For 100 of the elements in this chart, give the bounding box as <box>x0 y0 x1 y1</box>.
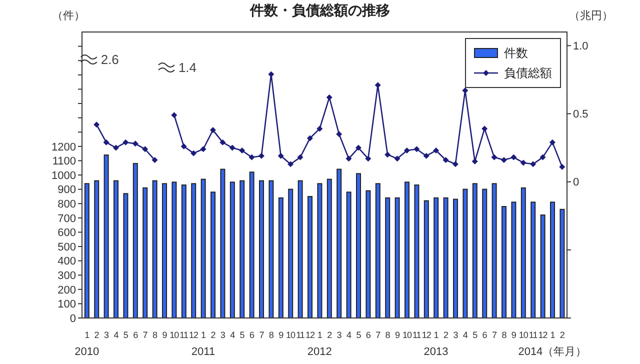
x-tick-label: 8 <box>502 330 507 340</box>
x-tick-label: 12 <box>305 330 315 340</box>
y-tick-label: 1200 <box>52 141 76 154</box>
y2-axis-title: （兆円） <box>569 9 613 23</box>
point <box>200 146 206 152</box>
bar <box>530 202 536 318</box>
y-tick-label: 1100 <box>52 156 76 168</box>
x-tick-label: 3 <box>453 330 458 340</box>
point <box>94 122 100 128</box>
bar <box>375 183 380 318</box>
x-tick-label: 2 <box>327 330 332 340</box>
x-tick-label: 6 <box>366 330 371 340</box>
point <box>336 131 342 138</box>
bar <box>404 182 410 318</box>
bar <box>288 188 294 318</box>
bar <box>220 168 226 318</box>
x-tick-label: 11 <box>296 330 305 340</box>
y-tick-label: 300 <box>58 270 76 282</box>
bar <box>520 187 526 318</box>
x-tick-label: 4 <box>230 330 236 340</box>
x-tick-label: 2 <box>443 330 448 340</box>
bar <box>152 180 158 318</box>
point <box>394 156 400 162</box>
point <box>510 154 517 160</box>
bar <box>84 183 90 318</box>
bar <box>162 183 168 318</box>
bar <box>298 180 303 318</box>
point <box>355 144 362 151</box>
x-tick-label: 10 <box>170 330 180 340</box>
x-tick-label: 1 <box>317 330 322 340</box>
bar <box>424 200 429 318</box>
point <box>112 144 119 151</box>
x-tick-label: 8 <box>268 330 274 340</box>
y-tick-label: 100 <box>58 298 76 311</box>
point <box>404 147 410 154</box>
chart-title: 件数・負債総額の推移 <box>250 2 390 18</box>
bar <box>540 214 546 318</box>
bar <box>278 197 284 318</box>
y-tick-label: 400 <box>58 256 76 268</box>
bar <box>472 183 478 318</box>
y-tick-label: 600 <box>58 227 76 240</box>
bar <box>511 202 516 318</box>
x-tick-label: 5 <box>472 330 478 340</box>
x-tick-label: 10 <box>286 330 296 340</box>
point <box>180 143 187 150</box>
x-tick-label: 10 <box>402 330 412 340</box>
x-tick-label: 9 <box>511 330 516 340</box>
point <box>297 154 304 160</box>
point <box>346 156 352 162</box>
x-tick-label: 5 <box>356 330 362 340</box>
point <box>482 126 488 132</box>
point <box>210 127 216 134</box>
text: 2014（年月） <box>518 346 587 358</box>
bar <box>346 192 352 318</box>
point <box>220 139 226 146</box>
y-tick-label: 200 <box>58 284 76 296</box>
bar <box>123 193 128 318</box>
point <box>152 157 158 164</box>
point <box>540 154 546 160</box>
point <box>103 139 110 146</box>
bar <box>210 192 216 318</box>
bar <box>394 197 400 318</box>
bar <box>249 172 254 318</box>
bar <box>502 206 507 318</box>
bar <box>560 208 565 318</box>
bar <box>200 178 206 318</box>
point <box>278 152 284 159</box>
x-tick-label: 6 <box>249 330 254 340</box>
point <box>306 135 313 142</box>
bar <box>492 183 497 318</box>
point <box>365 156 372 162</box>
point <box>442 157 449 164</box>
text: 2012 <box>307 346 332 358</box>
point <box>433 147 440 154</box>
point <box>452 161 458 168</box>
x-tick-label: 4 <box>346 330 352 340</box>
bar <box>414 184 420 318</box>
x-tick-label: 3 <box>104 330 109 340</box>
x-tick-label: 12 <box>422 330 432 340</box>
x-tick-label: 7 <box>492 330 497 340</box>
point <box>520 160 526 166</box>
x-tick-label: 8 <box>152 330 158 340</box>
bar <box>385 197 390 318</box>
x-tick-label: 1 <box>550 330 556 340</box>
text: 2011 <box>191 346 216 358</box>
bar <box>230 182 235 318</box>
x-tick-label: 1 <box>84 330 90 340</box>
point <box>122 139 129 146</box>
point <box>316 126 323 132</box>
x-tick-label: 7 <box>376 330 381 340</box>
bar <box>482 188 488 318</box>
annotation: 1.4 <box>178 60 197 75</box>
point <box>384 152 391 158</box>
point <box>239 147 246 154</box>
y-tick-label: 800 <box>58 198 76 211</box>
x-tick-label: 12 <box>538 330 548 340</box>
bar <box>317 183 322 318</box>
x-tick-label: 11 <box>412 330 422 340</box>
bar <box>94 180 100 318</box>
x-tick-label: 8 <box>385 330 390 340</box>
